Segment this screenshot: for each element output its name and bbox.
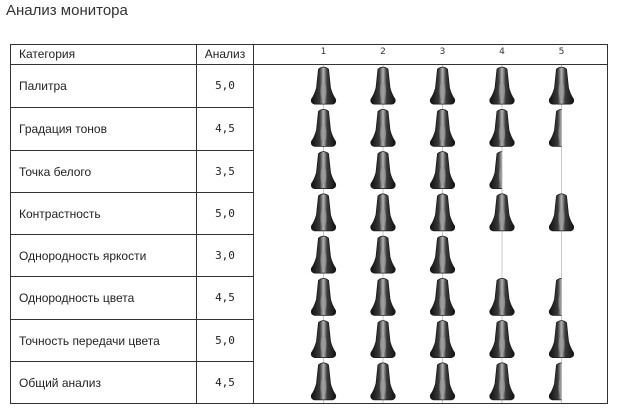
score-value: 5,0 (215, 333, 235, 347)
bell-icon (548, 277, 562, 316)
table-header: Категория Анализ (11, 45, 607, 65)
bell-icon (310, 235, 337, 274)
column-divider (196, 45, 197, 403)
score-value: 5,0 (215, 206, 235, 220)
bell-icon (429, 320, 456, 359)
bell-icon (548, 320, 575, 359)
bell-icon (489, 108, 515, 147)
bell-icon (429, 277, 456, 316)
category-label: Контрастность (19, 206, 101, 221)
rating-chart (310, 65, 575, 403)
score-value: 3,0 (215, 249, 235, 262)
table-row: Точка белого 3,5 (11, 149, 254, 192)
bell-icon (489, 277, 515, 316)
bell-icon (370, 108, 396, 147)
category-label: Точность передачи цвета (19, 333, 160, 348)
table-row: Градация тонов 4,5 (11, 107, 254, 149)
table-row: Общий анализ 4,5 (11, 360, 254, 403)
category-label: Градация тонов (19, 122, 107, 137)
tick-label: 2 (380, 47, 386, 57)
bell-icon (310, 108, 337, 147)
table-row: Контрастность 5,0 (11, 191, 254, 234)
bell-icon (370, 235, 396, 274)
bell-icon (489, 362, 515, 401)
bell-icon (370, 277, 396, 316)
bell-icon (310, 362, 337, 401)
score-value: 5,0 (215, 79, 235, 92)
category-label: Однородность яркости (19, 249, 147, 263)
category-label: Общий анализ (19, 375, 102, 390)
table-row: Точность передачи цвета 5,0 (11, 318, 254, 361)
score-header: Анализ (204, 47, 246, 61)
score-value: 4,5 (215, 375, 235, 389)
bell-icon (310, 193, 337, 232)
column-divider (253, 45, 254, 403)
tick-label: 3 (439, 47, 446, 57)
tick-label: 4 (499, 47, 505, 57)
bell-icon (370, 362, 396, 401)
bell-icon (429, 151, 456, 190)
bell-icon (429, 235, 456, 274)
bell-icon (429, 108, 456, 147)
bell-icon (429, 193, 456, 232)
bell-icon (489, 193, 515, 232)
category-label: Однородность цвета (19, 291, 135, 306)
table-row: Однородность яркости 3,0 (11, 234, 254, 276)
score-value: 4,5 (215, 122, 235, 136)
bell-icon (489, 320, 515, 359)
bell-icon (370, 66, 396, 105)
bell-icon (548, 362, 562, 401)
bell-icon (489, 66, 515, 105)
bell-icon (548, 108, 562, 147)
bell-icon (310, 151, 337, 190)
bell-icon (489, 151, 502, 190)
bell-icon (548, 193, 575, 232)
bell-icon (548, 66, 575, 105)
rating-table: Категория Анализ 1 2 3 4 5 Палитра 5,0 Градаци… (10, 44, 608, 404)
bell-icon (310, 277, 337, 316)
bell-icon (429, 362, 456, 401)
tick-label: 1 (320, 47, 327, 57)
bell-icon (370, 151, 396, 190)
bell-icon (370, 193, 396, 232)
table-row: Однородность цвета 4,5 (11, 276, 254, 318)
category-header: Категория (19, 47, 76, 61)
tick-label: 5 (558, 47, 565, 57)
page-title: Анализ монитора (6, 2, 128, 19)
score-value: 4,5 (215, 291, 235, 305)
score-value: 3,5 (215, 164, 235, 178)
bell-icon (310, 66, 337, 105)
category-label: Палитра (19, 79, 67, 93)
table-row: Палитра 5,0 (11, 65, 254, 107)
bell-icon (370, 320, 396, 359)
category-label: Точка белого (19, 164, 92, 179)
bell-icon (429, 66, 456, 105)
bell-icon (310, 320, 337, 359)
